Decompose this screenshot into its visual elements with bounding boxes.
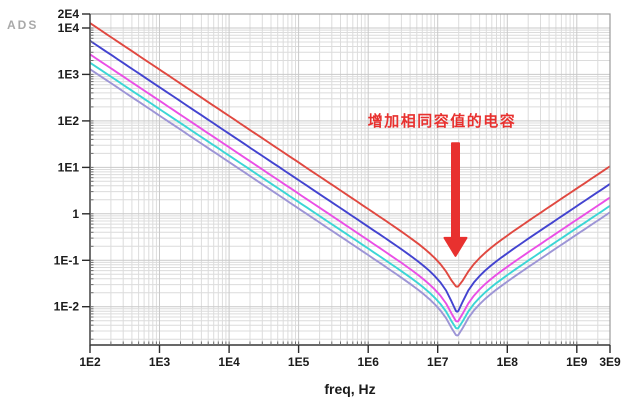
x-tick-label: 1E9 <box>566 355 588 369</box>
y-tick-label: 1E4 <box>58 21 80 35</box>
annotation-text: 增加相同容值的电容 <box>367 113 517 130</box>
x-tick-label: 1E6 <box>358 355 380 369</box>
x-tick-label: 1E4 <box>218 355 240 369</box>
series-line-3 <box>89 53 611 323</box>
series-line-2 <box>89 40 611 313</box>
arrow-layer <box>443 142 468 257</box>
x-tick-label: 1E2 <box>79 355 101 369</box>
grid-layer <box>90 14 610 345</box>
x-tick-label: 1E8 <box>497 355 519 369</box>
x-axis-title: freq, Hz <box>324 381 376 397</box>
y-tick-label: 1E-1 <box>54 253 80 267</box>
plot-border <box>89 13 611 346</box>
y-tick-label: 1E-2 <box>54 300 80 314</box>
axes-layer: 1E2 1E3 1E4 1E5 1E6 1E7 1E8 1E9 3E92E41E41E31E21… <box>54 7 621 369</box>
y-tick-label: 2E4 <box>58 7 80 21</box>
x-tick-label: 1E3 <box>149 355 171 369</box>
series-line-1 <box>89 22 611 288</box>
y-tick-label: 1E3 <box>58 67 80 81</box>
y-tick-label: 1E1 <box>58 160 80 174</box>
series-layer <box>89 22 611 337</box>
series-line-4 <box>89 61 611 330</box>
x-tick-label: 1E7 <box>427 355 449 369</box>
series-line-5 <box>89 68 611 337</box>
y-tick-label: 1E2 <box>58 114 80 128</box>
y-tick-label: 1 <box>72 207 79 221</box>
ads-logo: ADS <box>7 18 39 32</box>
x-tick-label: 1E5 <box>288 355 310 369</box>
down-arrow-annotation <box>443 142 468 257</box>
x-tick-label: 3E9 <box>599 355 621 369</box>
